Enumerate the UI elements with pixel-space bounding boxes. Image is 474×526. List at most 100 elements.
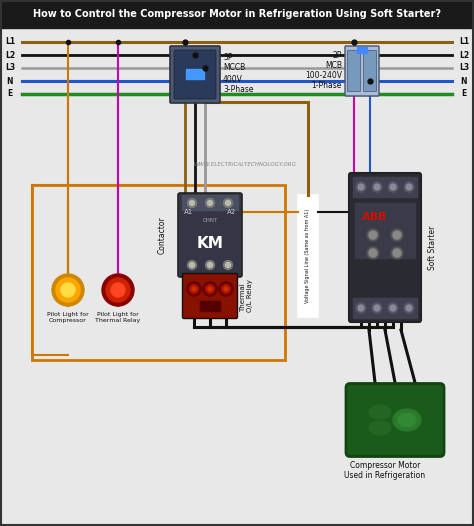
Bar	[298, 195, 318, 317]
Text: N: N	[461, 76, 467, 86]
Circle shape	[406, 305, 412, 311]
FancyBboxPatch shape	[349, 173, 421, 322]
Circle shape	[187, 282, 201, 296]
Text: L1: L1	[5, 37, 15, 46]
Text: L3: L3	[459, 64, 469, 73]
Bar	[353, 298, 417, 318]
Text: L2: L2	[5, 50, 15, 59]
Text: WWW.ELECTRICALTECHNOLOGY.ORG: WWW.ELECTRICALTECHNOLOGY.ORG	[193, 163, 296, 167]
Ellipse shape	[369, 421, 391, 435]
Text: L1: L1	[459, 37, 469, 46]
Circle shape	[404, 182, 414, 192]
Bar	[186, 69, 204, 79]
FancyBboxPatch shape	[347, 50, 361, 92]
Text: Thermal
O/L Relay: Thermal O/L Relay	[240, 279, 253, 312]
Circle shape	[206, 285, 215, 294]
Circle shape	[190, 285, 199, 294]
Text: KM: KM	[197, 236, 223, 250]
Circle shape	[369, 249, 377, 257]
Ellipse shape	[369, 405, 391, 419]
Text: 100-240V: 100-240V	[305, 70, 342, 79]
Circle shape	[226, 262, 230, 268]
FancyBboxPatch shape	[174, 50, 216, 99]
Text: A2: A2	[227, 209, 236, 215]
Circle shape	[388, 303, 398, 313]
Circle shape	[224, 198, 233, 207]
Circle shape	[369, 231, 377, 239]
Ellipse shape	[398, 413, 416, 427]
Circle shape	[203, 282, 217, 296]
Text: L3: L3	[5, 64, 15, 73]
Circle shape	[206, 198, 215, 207]
Circle shape	[372, 182, 382, 192]
Bar	[357, 47, 367, 53]
Text: N: N	[7, 76, 13, 86]
Circle shape	[367, 229, 379, 241]
Circle shape	[208, 287, 212, 291]
Circle shape	[358, 184, 364, 190]
Text: 400V: 400V	[223, 75, 243, 84]
Circle shape	[356, 303, 366, 313]
Text: 3P: 3P	[223, 53, 233, 62]
FancyBboxPatch shape	[345, 46, 379, 96]
Circle shape	[208, 200, 212, 206]
Circle shape	[190, 200, 194, 206]
Circle shape	[388, 182, 398, 192]
Text: 2P: 2P	[333, 50, 342, 59]
Text: 3-Phase: 3-Phase	[223, 86, 254, 95]
Circle shape	[224, 260, 233, 269]
Bar	[0, 0, 474, 28]
Text: Contactor: Contactor	[157, 216, 166, 254]
Circle shape	[393, 249, 401, 257]
Text: Compressor Motor
Used in Refrigeration: Compressor Motor Used in Refrigeration	[345, 460, 426, 480]
Text: CHNT: CHNT	[202, 217, 218, 222]
Circle shape	[190, 262, 194, 268]
Circle shape	[221, 285, 230, 294]
Ellipse shape	[393, 409, 421, 431]
Circle shape	[52, 274, 84, 306]
Circle shape	[224, 287, 228, 291]
Circle shape	[226, 200, 230, 206]
Bar	[353, 177, 417, 197]
Circle shape	[61, 283, 75, 297]
Circle shape	[404, 303, 414, 313]
Text: Pilot Light for
Thermal Relay: Pilot Light for Thermal Relay	[95, 312, 141, 323]
Bar	[182, 195, 238, 210]
Circle shape	[374, 184, 380, 190]
Circle shape	[390, 305, 396, 311]
Text: E: E	[8, 89, 13, 98]
Circle shape	[188, 198, 197, 207]
Circle shape	[188, 260, 197, 269]
Circle shape	[102, 274, 134, 306]
Text: Pilot Light for
Compressor: Pilot Light for Compressor	[47, 312, 89, 323]
Text: How to Control the Compressor Motor in Refrigeration Using Soft Starter?: How to Control the Compressor Motor in R…	[33, 9, 441, 19]
Text: 1-Phase: 1-Phase	[311, 80, 342, 89]
FancyBboxPatch shape	[178, 193, 242, 277]
Text: MCB: MCB	[325, 60, 342, 69]
Circle shape	[367, 247, 379, 259]
Bar	[32, 185, 285, 360]
Circle shape	[358, 305, 364, 311]
Text: L2: L2	[459, 50, 469, 59]
FancyBboxPatch shape	[364, 50, 376, 92]
Circle shape	[374, 305, 380, 311]
FancyBboxPatch shape	[346, 383, 444, 457]
Circle shape	[390, 184, 396, 190]
Circle shape	[192, 287, 196, 291]
FancyBboxPatch shape	[182, 274, 237, 319]
Circle shape	[106, 278, 130, 302]
Bar	[200, 301, 220, 311]
Circle shape	[56, 278, 80, 302]
Circle shape	[406, 184, 412, 190]
Text: A1: A1	[184, 209, 193, 215]
Text: E: E	[461, 89, 466, 98]
Circle shape	[111, 283, 125, 297]
Circle shape	[206, 260, 215, 269]
Text: Soft Starter: Soft Starter	[428, 225, 438, 270]
Circle shape	[208, 262, 212, 268]
Text: ABB: ABB	[362, 212, 388, 222]
Circle shape	[393, 231, 401, 239]
Bar	[355, 203, 415, 258]
Circle shape	[391, 247, 403, 259]
Circle shape	[372, 303, 382, 313]
